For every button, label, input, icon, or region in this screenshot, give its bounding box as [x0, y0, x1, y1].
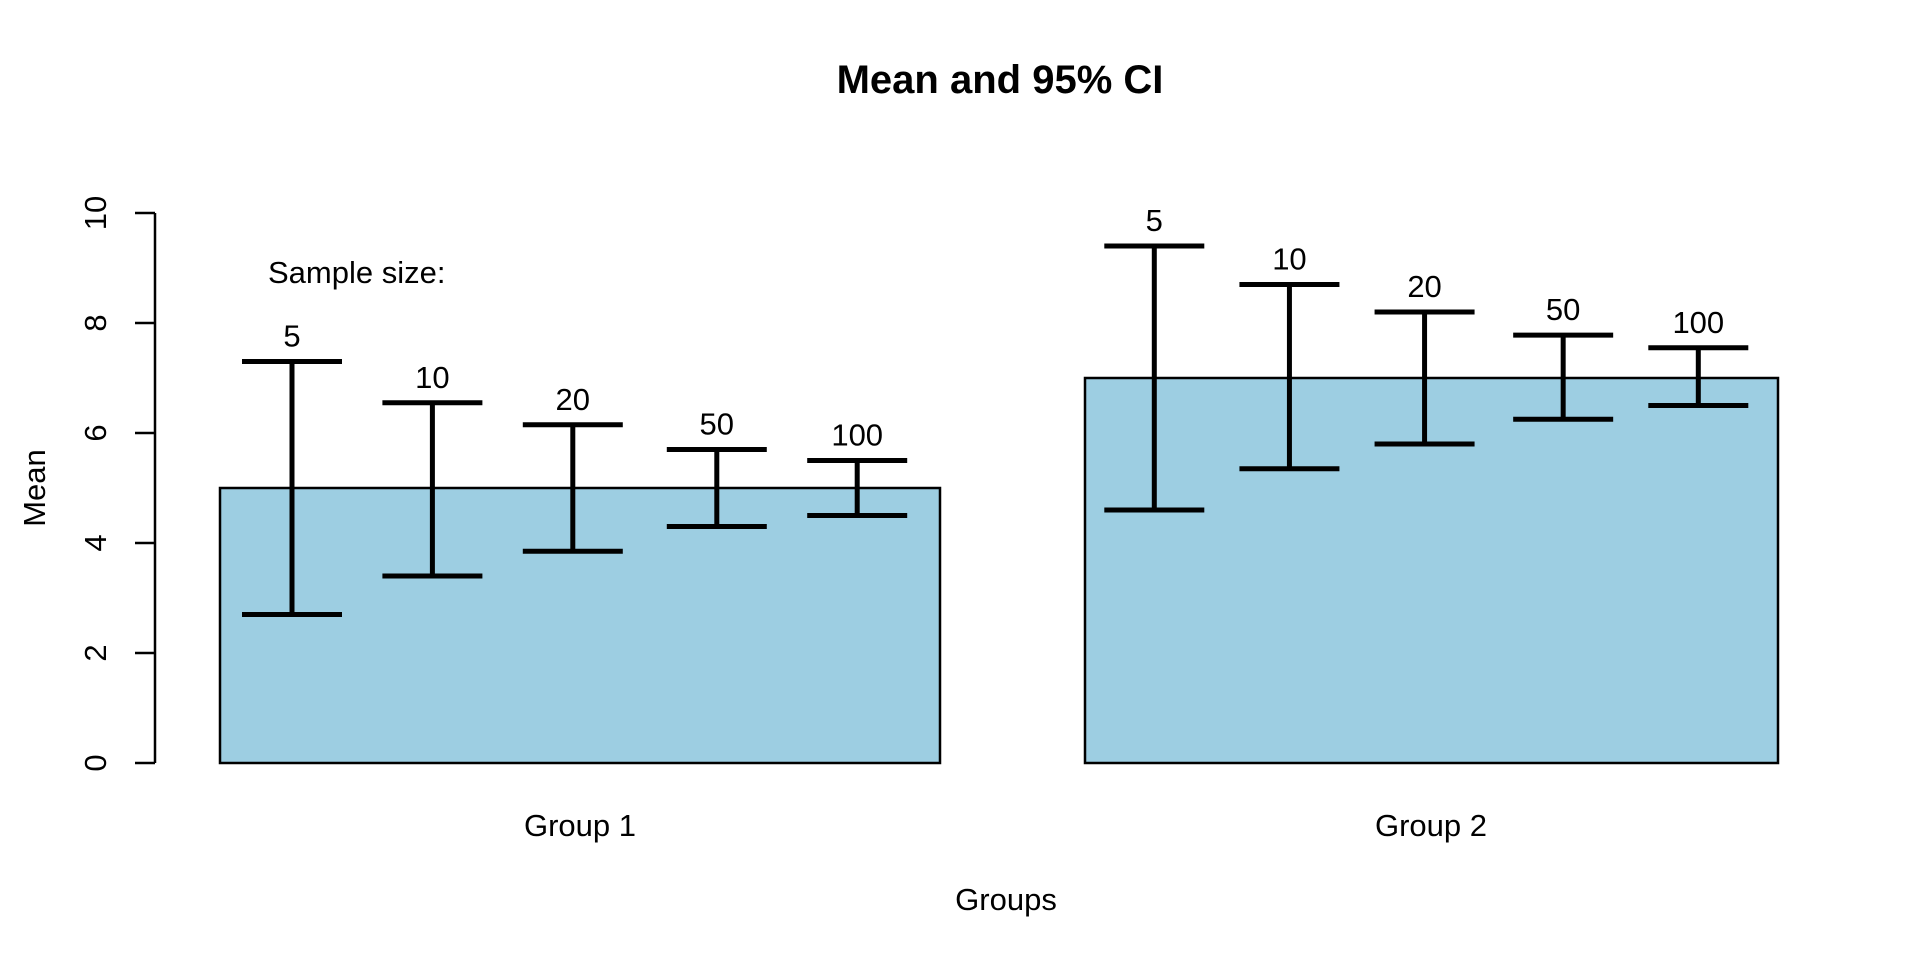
error-bar-n5-group2: 5: [1104, 203, 1205, 513]
y-axis-label: Mean: [17, 449, 52, 527]
error-bar-n20-group2: 20: [1374, 269, 1475, 447]
error-bar-n50-group2: 50: [1513, 292, 1614, 422]
error-bar-n10-group2: 10: [1239, 242, 1340, 472]
y-tick-label: 4: [78, 534, 113, 551]
bar-1: [218, 486, 942, 765]
error-bar-n20-group1: 20: [522, 382, 623, 554]
sample-size-value-label: 5: [1146, 203, 1163, 238]
y-axis: 0 2 4 6 8 10: [78, 196, 157, 772]
error-bar-n5-group1: 5: [242, 319, 342, 617]
sample-size-value-label: 10: [415, 360, 449, 395]
error-bar-n50-group1: 50: [666, 407, 767, 529]
category-label-group1: Group 1: [524, 808, 636, 843]
error-bar-n100-group2: 100: [1648, 305, 1749, 408]
sample-size-value-label: 100: [1672, 305, 1724, 340]
y-tick-label: 8: [78, 314, 113, 331]
bars-layer: [218, 376, 1780, 765]
sample-size-value-label: 50: [1546, 292, 1580, 327]
bar-2: [1083, 376, 1780, 765]
error-bar-n100-group1: 100: [807, 418, 908, 518]
y-tick-label: 6: [78, 424, 113, 441]
sample-size-value-label: 20: [1407, 269, 1441, 304]
x-axis-label: Groups: [955, 882, 1057, 917]
error-bar-n10-group1: 10: [382, 360, 483, 579]
sample-size-value-label: 5: [283, 319, 300, 354]
y-tick-label: 0: [78, 754, 113, 771]
sample-size-value-label: 100: [831, 418, 883, 453]
sample-size-value-label: 50: [700, 407, 734, 442]
category-label-group2: Group 2: [1375, 808, 1487, 843]
y-tick-label: 2: [78, 644, 113, 661]
chart-title: Mean and 95% CI: [837, 58, 1164, 102]
sample-size-value-label: 10: [1272, 242, 1306, 277]
sample-size-annotation: Sample size:: [268, 255, 445, 290]
y-tick-label: 10: [78, 196, 113, 230]
error-bars-layer: 5 10 20 50 100 5 10 20 50 100: [242, 203, 1749, 617]
sample-size-value-label: 20: [556, 382, 590, 417]
